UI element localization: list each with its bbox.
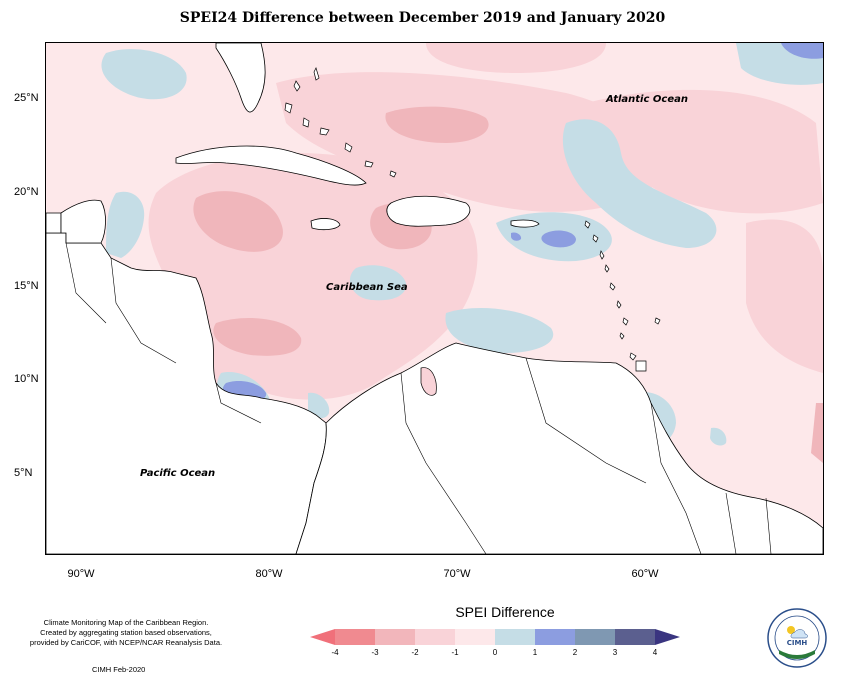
legend-tick-label: 2 [572, 648, 578, 657]
lake-maracaibo [420, 367, 437, 396]
legend-tick-label: -3 [371, 648, 379, 657]
legend-arrow-left [310, 629, 335, 645]
trinidad-land [635, 360, 647, 372]
atlantic-ocean-label: Atlantic Ocean [606, 94, 688, 105]
cloud-icon [790, 629, 808, 639]
cuba-land [175, 145, 367, 186]
legend-colorbar [310, 629, 680, 645]
footer-line-1: Climate Monitoring Map of the Caribbean … [43, 618, 209, 627]
footer-line-3: provided by CariCOF, with NCEP/NCAR Rean… [29, 638, 223, 647]
map-title: SPEI24 Difference between December 2019 … [179, 10, 666, 26]
lon-label-80: 80°W [255, 568, 283, 580]
wet-mild-regions [101, 43, 823, 507]
country-borders [65, 242, 772, 554]
footer-line-2: Created by aggregating station based obs… [40, 628, 212, 637]
legend-tick-label: 1 [532, 648, 538, 657]
legend-swatch [415, 629, 455, 645]
pacific-ocean-label: Pacific Ocean [140, 468, 216, 479]
map-area [45, 42, 824, 555]
cimh-logo: CIMH [767, 608, 827, 668]
footer-credit: CIMH Feb-2020 [92, 665, 146, 674]
ground-icon [779, 650, 815, 659]
legend-swatch [575, 629, 615, 645]
lon-label-60: 60°W [631, 568, 659, 580]
yucatan-peninsula [60, 199, 106, 244]
puerto-rico-land [510, 219, 540, 228]
logo-text: CIMH [787, 639, 808, 647]
legend-title: SPEI Difference [455, 604, 555, 620]
legend-swatch [535, 629, 575, 645]
lat-label-10: 10°N [14, 373, 39, 385]
lat-label-15: 15°N [14, 280, 39, 292]
bahamas-islands [284, 67, 397, 178]
dry-moderate-regions [193, 106, 823, 463]
lon-label-90: 90°W [67, 568, 95, 580]
florida-land [215, 43, 266, 113]
south-america-land [295, 342, 823, 554]
legend-tick-label: 4 [652, 648, 658, 657]
legend-tick-label: 0 [492, 648, 498, 657]
legend-tick-label: -4 [331, 648, 339, 657]
legend-swatch [335, 629, 375, 645]
jamaica-land [310, 218, 341, 231]
caribbean-sea-label: Caribbean Sea [326, 282, 408, 293]
sun-icon [787, 626, 795, 634]
hispaniola-land [386, 195, 471, 227]
legend-swatch [495, 629, 535, 645]
legend-swatch [615, 629, 655, 645]
map-svg [46, 43, 823, 554]
lat-label-25: 25°N [14, 92, 39, 104]
lesser-antilles [584, 220, 661, 361]
legend-tick-label: -2 [411, 648, 419, 657]
legend-swatch [455, 629, 495, 645]
lat-label-5: 5°N [14, 467, 33, 479]
lon-label-70: 70°W [443, 568, 471, 580]
legend-tick-label: 3 [612, 648, 618, 657]
legend-tick-label: -1 [451, 648, 459, 657]
footer-description: Climate Monitoring Map of the Caribbean … [6, 618, 246, 648]
legend-swatch [375, 629, 415, 645]
yucatan-land [46, 212, 62, 234]
legend-arrow-right [655, 629, 680, 645]
lat-label-20: 20°N [14, 186, 39, 198]
